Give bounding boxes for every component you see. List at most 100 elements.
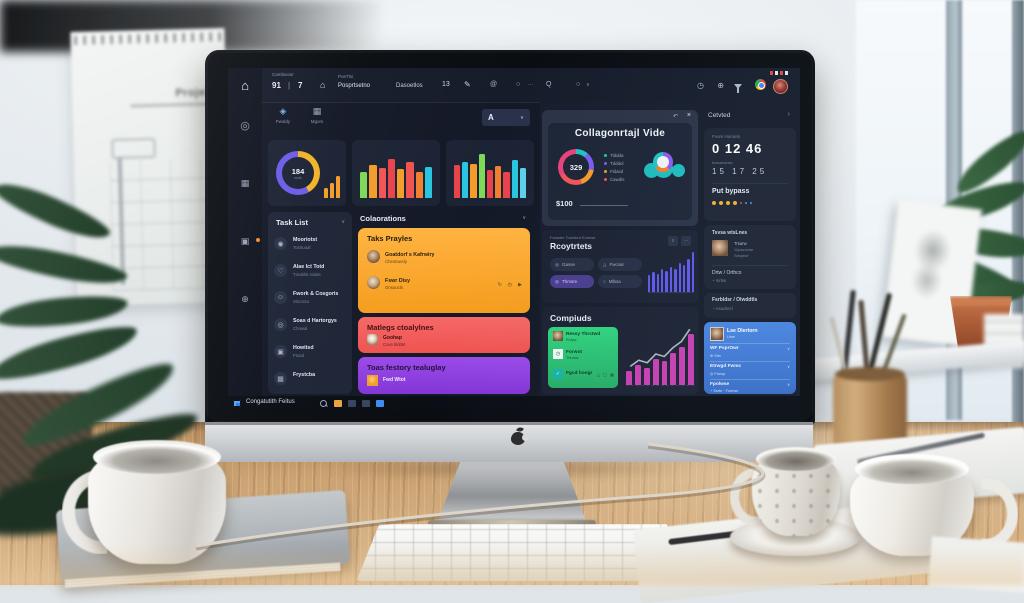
bar bbox=[503, 172, 510, 198]
app-icon[interactable] bbox=[376, 400, 384, 407]
send-icon[interactable]: ▶ bbox=[518, 282, 522, 288]
app-icon[interactable] bbox=[348, 400, 356, 407]
donut-chart: 184 wots bbox=[276, 151, 320, 195]
target-icon: ◎ bbox=[710, 372, 714, 376]
task-item[interactable]: ☺ Fwork & Cosgoris Slocstco bbox=[274, 288, 348, 314]
bar bbox=[397, 169, 405, 198]
chevron-down-icon: ∨ bbox=[787, 346, 790, 351]
app-icon[interactable]: ⌂ bbox=[320, 80, 326, 90]
sort-dropdown[interactable]: A ∨ bbox=[482, 109, 530, 126]
card-icon: ▣ bbox=[274, 345, 287, 358]
bar bbox=[687, 259, 690, 292]
bar bbox=[415, 171, 423, 198]
target-icon: ◎ bbox=[240, 119, 250, 132]
grid-icon: ◈ bbox=[279, 106, 287, 116]
home-button[interactable]: ⌂ bbox=[228, 68, 262, 102]
bar bbox=[670, 352, 677, 385]
search-icon[interactable] bbox=[320, 400, 327, 407]
badge-count[interactable]: 13 bbox=[442, 81, 450, 88]
filter-pill[interactable]: ○ Mlbsa bbox=[598, 275, 642, 288]
sidebar-item-overview[interactable]: ◎ bbox=[228, 114, 262, 136]
chevron-down-icon[interactable]: ∨ bbox=[341, 219, 345, 225]
undo-icon[interactable]: ↶ bbox=[672, 114, 678, 120]
blue-card-row[interactable]: Etrwgd Fwmc ∨ ◎ Frmsp bbox=[710, 361, 790, 380]
task-item[interactable]: ▣ Howitsd Ftoad bbox=[274, 342, 348, 368]
more-button[interactable]: ··· bbox=[681, 236, 691, 246]
task-item[interactable]: ▦ Frystcba bbox=[274, 369, 348, 395]
sidebar-item-cloud[interactable]: ⊕ bbox=[228, 288, 262, 310]
smile-icon: ☺ bbox=[274, 291, 287, 304]
notification-dot bbox=[256, 238, 260, 242]
blue-card-row[interactable]: WF PsprOwr ∨ ⊕ Srtc bbox=[710, 343, 790, 362]
bar bbox=[626, 371, 632, 385]
bar bbox=[682, 265, 686, 292]
stats-card: Fvom Homets 0 12 46 hososronec 15 17 25 … bbox=[704, 128, 796, 221]
square-icon[interactable]: ▢ bbox=[603, 372, 607, 377]
circle-menu-icon[interactable]: ○ bbox=[576, 81, 581, 88]
blue-profile-card[interactable]: Lse Dlertorn Ume WF PsprOwr ∨ ⊕ Srtc Etr… bbox=[704, 322, 796, 394]
task-item[interactable]: ♡ Alae Ict Totd Tmablst soiats bbox=[274, 261, 348, 287]
app-icon[interactable] bbox=[362, 400, 370, 407]
card-red[interactable]: Matlegs ctoalylnes Goohap Cove blddnt bbox=[358, 317, 530, 353]
q-menu-icon[interactable]: Q bbox=[546, 81, 552, 88]
bar bbox=[678, 263, 681, 292]
task-item[interactable]: ◎ Soas d Hartorgys Chnwal bbox=[274, 315, 348, 341]
modal-panel: ↶ × Collagonrtajl Vide 329 Tlddda Tdddol… bbox=[542, 110, 698, 226]
card-purple[interactable]: Toas festory tealuglay Fwd Wtot bbox=[358, 357, 530, 394]
sidebar-item-projects[interactable]: ▦ bbox=[228, 172, 262, 194]
divider bbox=[712, 183, 788, 184]
bar bbox=[643, 367, 650, 385]
green-card[interactable]: Ressy Thrctwd Rctyw ◷ Forwot Throsw ✓ Fg… bbox=[548, 327, 618, 388]
filter-icon[interactable] bbox=[734, 84, 742, 93]
refresh-icon[interactable]: ↻ bbox=[497, 282, 502, 288]
user-avatar[interactable] bbox=[773, 79, 788, 94]
row-label[interactable]: ◔ Asodrecl bbox=[712, 306, 733, 311]
toolbar-chip-2[interactable]: ▦ Mgors bbox=[302, 106, 332, 134]
filter-pill[interactable]: △ Fwcsar bbox=[598, 258, 642, 271]
globe-icon[interactable]: ⊕ bbox=[717, 81, 724, 90]
clock-icon[interactable]: ◷ bbox=[697, 81, 704, 90]
target-icon: ◎ bbox=[555, 278, 559, 284]
close-icon[interactable]: × bbox=[686, 112, 691, 119]
menu-button[interactable]: ≡ bbox=[668, 236, 678, 246]
bar bbox=[688, 334, 694, 385]
cloud-graphic bbox=[644, 151, 688, 185]
modal-card: Collagonrtajl Vide 329 Tlddda Tdddol Fld… bbox=[548, 123, 692, 220]
toolbar-chip-1[interactable]: ◈ Fwoldy bbox=[268, 106, 298, 134]
taskbar-app-label[interactable]: Congatutith Feitus bbox=[246, 399, 295, 405]
chevron-right-icon[interactable]: › bbox=[787, 111, 790, 118]
pencil-icon[interactable]: ✎ bbox=[464, 80, 471, 89]
bar bbox=[679, 346, 686, 385]
filter-pill[interactable]: ◎ Gasse bbox=[550, 258, 594, 271]
circle-icon[interactable]: ○ bbox=[516, 81, 521, 88]
clock-icon[interactable]: ◷ bbox=[507, 282, 512, 288]
card-orange[interactable]: Taks Prayles Goatdorf s Kafrwiry Chestow… bbox=[358, 228, 530, 313]
triangle-icon[interactable]: △ bbox=[596, 372, 600, 377]
task-item[interactable]: ◉ Mooriotst Tosrtuoal bbox=[274, 234, 348, 260]
top-bar: ⌂ Cambioosr 91 | 7 ⌂ PoeTlsi Posprtsetno… bbox=[228, 68, 800, 103]
book-icon: ▣ bbox=[240, 235, 250, 246]
chrome-browser-icon[interactable] bbox=[755, 79, 766, 90]
blue-card-row[interactable]: Fpolwse ∨ ◔ Ssrte · Fohrws bbox=[710, 379, 790, 398]
start-button[interactable] bbox=[233, 400, 241, 407]
filter-pill-active[interactable]: ◎ Thmsre bbox=[550, 275, 594, 288]
menu-item-1[interactable]: Posprtsetno bbox=[338, 83, 371, 89]
chevron-down-icon[interactable]: ∨ bbox=[522, 215, 526, 221]
mention-icon[interactable]: @ bbox=[490, 81, 498, 88]
big-number: 0 12 46 bbox=[712, 141, 763, 156]
sidebar-item-docs[interactable]: ▣ bbox=[228, 230, 262, 252]
avatar bbox=[712, 240, 728, 256]
check-icon: ✓ bbox=[553, 369, 563, 379]
grid-icon[interactable]: ▦ bbox=[610, 372, 614, 377]
person-icon-label: ◔ mrtse bbox=[712, 278, 727, 283]
menu-item-2[interactable]: Dasoetlos bbox=[396, 83, 423, 89]
mini-bar-chart bbox=[324, 170, 340, 198]
folder-icon[interactable] bbox=[334, 400, 342, 407]
flipchart-subtitle-line bbox=[130, 102, 217, 108]
legend: Tlddda Tdddol Fldasd Cawdls bbox=[604, 151, 624, 183]
bar bbox=[486, 170, 494, 198]
bar-chart bbox=[454, 150, 526, 198]
divider: | bbox=[288, 81, 291, 90]
right-column: Cetvted › Fvom Homets 0 12 46 hososronec… bbox=[700, 102, 800, 396]
user-icon: ◉ bbox=[274, 237, 287, 250]
